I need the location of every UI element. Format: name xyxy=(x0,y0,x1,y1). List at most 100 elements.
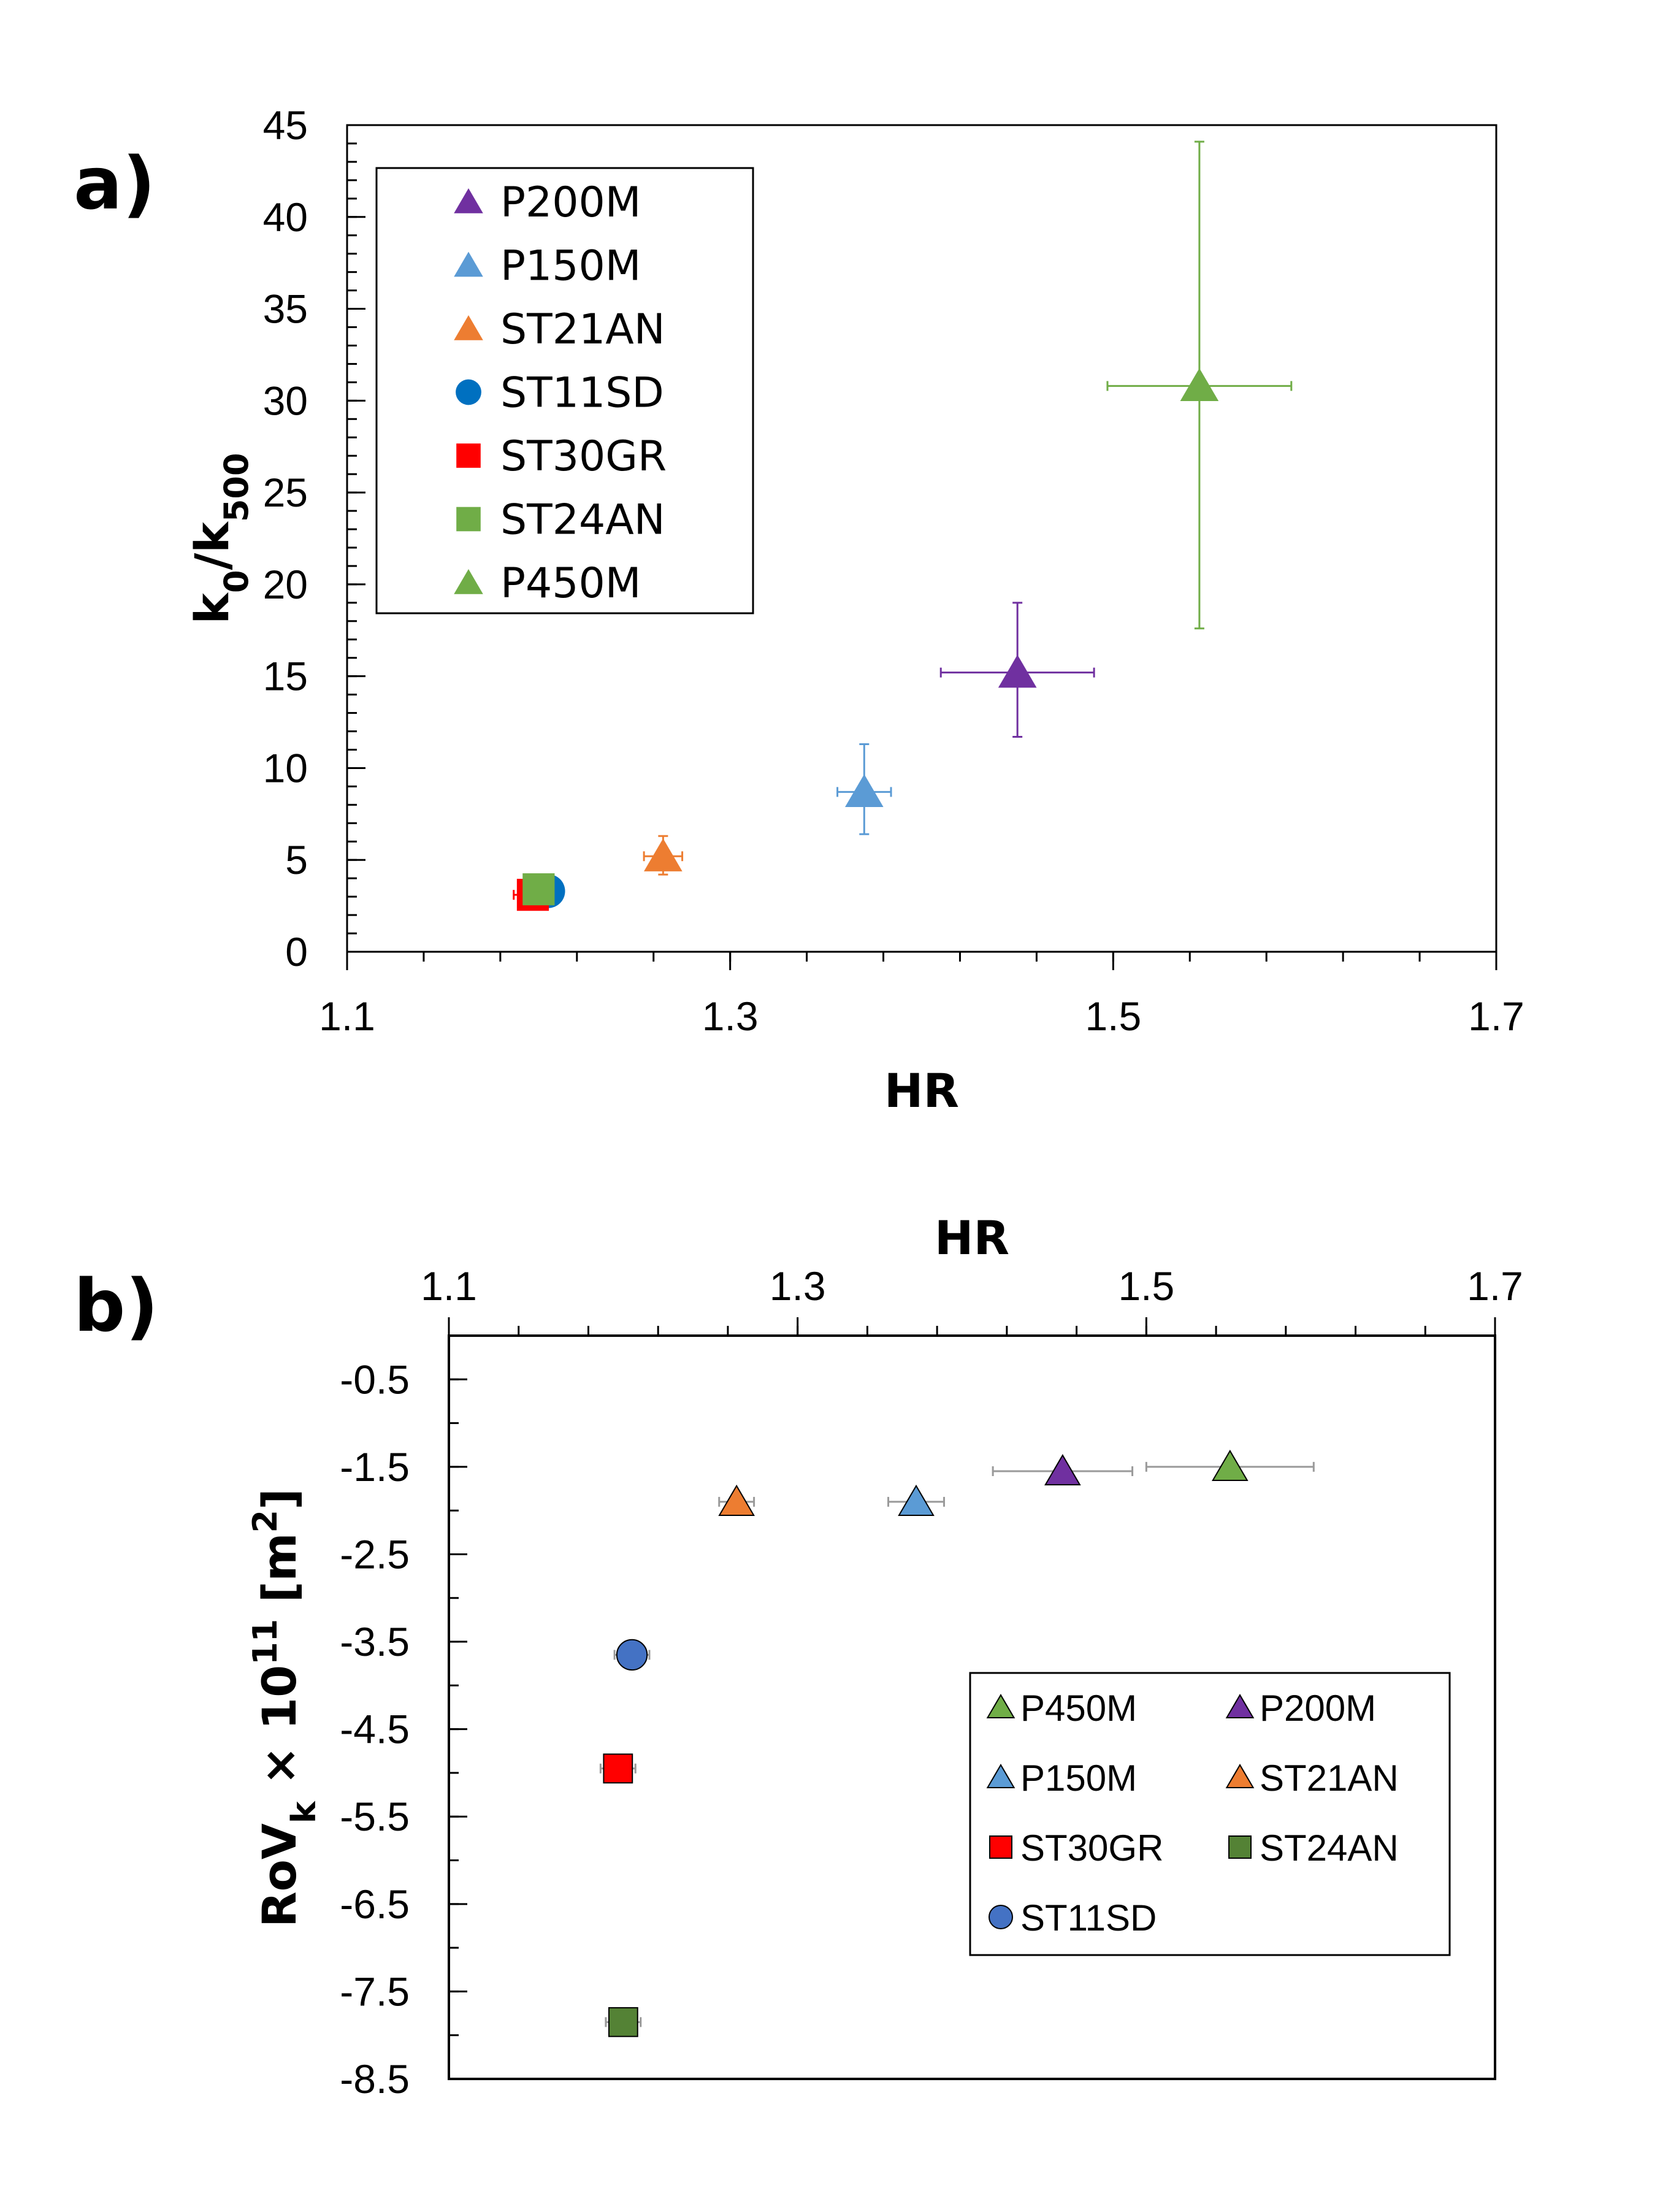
b-y-tick-label: -6.5 xyxy=(340,1881,410,1927)
b-point-p200m-marker xyxy=(1044,1454,1081,1486)
chart-b-y-axis-title: RoVk × 1011 [m2] xyxy=(246,1488,323,1927)
a-x-tick-label: 1.5 xyxy=(1085,993,1141,1039)
a-y-tick-label: 40 xyxy=(263,194,308,240)
b-y-tick-label: -8.5 xyxy=(340,2056,410,2102)
panel-a-label: a) xyxy=(74,141,156,226)
b-y-tick-label: -5.5 xyxy=(340,1794,410,1839)
a-x-tick-label: 1.7 xyxy=(1468,993,1524,1039)
b-point-st24an-marker xyxy=(608,2007,638,2037)
chart-a-x-axis-title: HR xyxy=(884,1063,959,1118)
a-y-tick-label: 45 xyxy=(263,102,308,148)
b-point-st21an-marker xyxy=(718,1484,755,1517)
chart-b-y-axis-title-unit-sup: 2 xyxy=(246,1510,285,1533)
b-legend-item-p200m-marker xyxy=(1225,1694,1255,1718)
b-y-tick-label: -2.5 xyxy=(340,1531,410,1577)
chart-a-y-axis-title-sub1: 0 xyxy=(217,570,256,593)
b-legend-item-st30gr-marker xyxy=(989,1835,1012,1859)
a-legend-item-st21an-label: ST21AN xyxy=(500,305,665,354)
b-point-p150m-marker xyxy=(898,1484,935,1517)
b-legend-item-p150m-marker xyxy=(986,1764,1015,1788)
a-point-p450m xyxy=(1106,140,1293,630)
a-legend-item-st30gr-label: ST30GR xyxy=(500,432,667,481)
b-legend-item-st11sd-marker xyxy=(989,1905,1013,1929)
b-legend-item-st24an-label: ST24AN xyxy=(1260,1827,1399,1869)
b-legend-item-st21an-marker xyxy=(1225,1764,1255,1788)
b-point-st30gr xyxy=(599,1753,637,1784)
a-point-st24an xyxy=(522,873,555,906)
a-y-tick-label: 0 xyxy=(285,929,308,974)
a-point-p150m xyxy=(836,743,892,835)
b-x-tick-label: 1.1 xyxy=(421,1263,477,1309)
chart-b-y-axis-title-sup: 11 xyxy=(246,1619,285,1665)
a-y-tick-label: 25 xyxy=(263,470,308,515)
a-legend-item-p450m-marker xyxy=(454,569,483,594)
a-legend-item-p200m-label: P200M xyxy=(500,178,641,227)
chart-a-y-axis-title-base: k xyxy=(185,592,239,624)
a-x-tick-label: 1.1 xyxy=(319,993,375,1039)
b-y-tick-label: -7.5 xyxy=(340,1969,410,2014)
b-legend-item-st30gr-label: ST30GR xyxy=(1020,1827,1163,1869)
b-legend-item-p450m-marker xyxy=(986,1694,1015,1718)
chart-b-tick-labels: 1.1 1.3 1.5 1.7 -0.5 -1.5 -2.5 -3.5 -4.5 -5.5 -6.5… xyxy=(340,1263,1523,2102)
chart-b-y-axis-title-mid: × 10 xyxy=(252,1665,307,1801)
b-legend-item-st21an-label: ST21AN xyxy=(1260,1758,1399,1799)
chart-a-legend: P200M P150M ST21AN ST11SD ST30GR ST24AN P450M xyxy=(375,167,754,614)
a-y-tick-label: 30 xyxy=(263,378,308,423)
a-legend-item-st21an-marker xyxy=(454,315,483,340)
a-y-tick-label: 5 xyxy=(285,837,308,882)
a-point-p200m xyxy=(939,602,1095,738)
a-point-st21an xyxy=(643,835,684,876)
a-legend-item-st11sd-label: ST11SD xyxy=(500,369,664,418)
b-point-st21an xyxy=(718,1484,755,1517)
chart-b-y-axis-title-unit: [m xyxy=(252,1533,307,1618)
chart-b-y-axis-title-sub: k xyxy=(285,1801,323,1823)
a-legend-item-p150m-marker xyxy=(454,251,483,277)
b-point-p450m xyxy=(1145,1449,1315,1481)
chart-a-y-axis-title: k0/k500 xyxy=(185,453,256,624)
panel-b-label: b) xyxy=(74,1263,158,1348)
chart-a-ticks xyxy=(346,124,1497,970)
chart-a-y-axis-title-sub2: 500 xyxy=(217,453,256,522)
b-y-tick-label: -3.5 xyxy=(340,1619,410,1664)
a-legend-item-st24an-marker xyxy=(456,507,481,532)
b-point-st30gr-marker xyxy=(603,1753,633,1784)
a-legend-item-st11sd-marker xyxy=(456,379,481,405)
a-y-tick-label: 35 xyxy=(263,286,308,332)
a-y-tick-label: 10 xyxy=(263,745,308,790)
chart-b-y-axis-title-close: ] xyxy=(252,1488,307,1510)
a-legend-item-p150m-label: P150M xyxy=(500,242,641,291)
b-x-tick-label: 1.5 xyxy=(1118,1263,1174,1309)
b-point-st11sd-marker xyxy=(616,1639,648,1671)
a-y-tick-label: 20 xyxy=(263,562,308,607)
chart-b-x-axis-title: HR xyxy=(935,1211,1009,1265)
a-point-p450m-marker xyxy=(1180,368,1219,402)
a-legend-item-st30gr-marker xyxy=(456,443,481,468)
a-x-tick-label: 1.3 xyxy=(702,993,759,1039)
chart-b-ticks xyxy=(448,1317,1496,2080)
a-legend-item-st24an-label: ST24AN xyxy=(500,496,665,545)
chart-b: 1.1 1.3 1.5 1.7 -0.5 -1.5 -2.5 -3.5 -4.5 -5.5 -6.5… xyxy=(246,1211,1523,2102)
chart-a-legend-box xyxy=(375,167,754,614)
b-y-tick-label: -0.5 xyxy=(340,1357,410,1402)
chart-b-legend-box xyxy=(969,1672,1451,1956)
a-point-st21an-marker xyxy=(644,838,683,871)
a-legend-item-p450m-label: P450M xyxy=(500,559,641,608)
a-point-p150m-marker xyxy=(844,774,884,808)
a-point-st24an-marker xyxy=(522,873,555,906)
b-point-st11sd xyxy=(613,1639,651,1671)
b-y-tick-label: -4.5 xyxy=(340,1707,410,1752)
chart-a-tick-labels: 1.1 1.3 1.5 1.7 0 5 10 15 20 25 30 35 40 45 xyxy=(263,102,1524,1039)
chart-b-points xyxy=(599,1449,1315,2037)
b-y-tick-label: -1.5 xyxy=(340,1444,410,1490)
b-x-tick-label: 1.7 xyxy=(1467,1263,1523,1309)
chart-b-legend: P450M P200M P150M ST21AN ST30GR ST24AN ST11SD xyxy=(969,1672,1451,1956)
b-x-tick-label: 1.3 xyxy=(770,1263,826,1309)
b-legend-item-p150m-label: P150M xyxy=(1020,1758,1137,1799)
b-point-st24an xyxy=(605,2007,642,2037)
b-legend-item-p450m-label: P450M xyxy=(1020,1688,1137,1729)
b-point-p200m xyxy=(992,1454,1134,1486)
chart-a-points xyxy=(513,140,1293,911)
a-y-tick-label: 15 xyxy=(263,654,308,699)
